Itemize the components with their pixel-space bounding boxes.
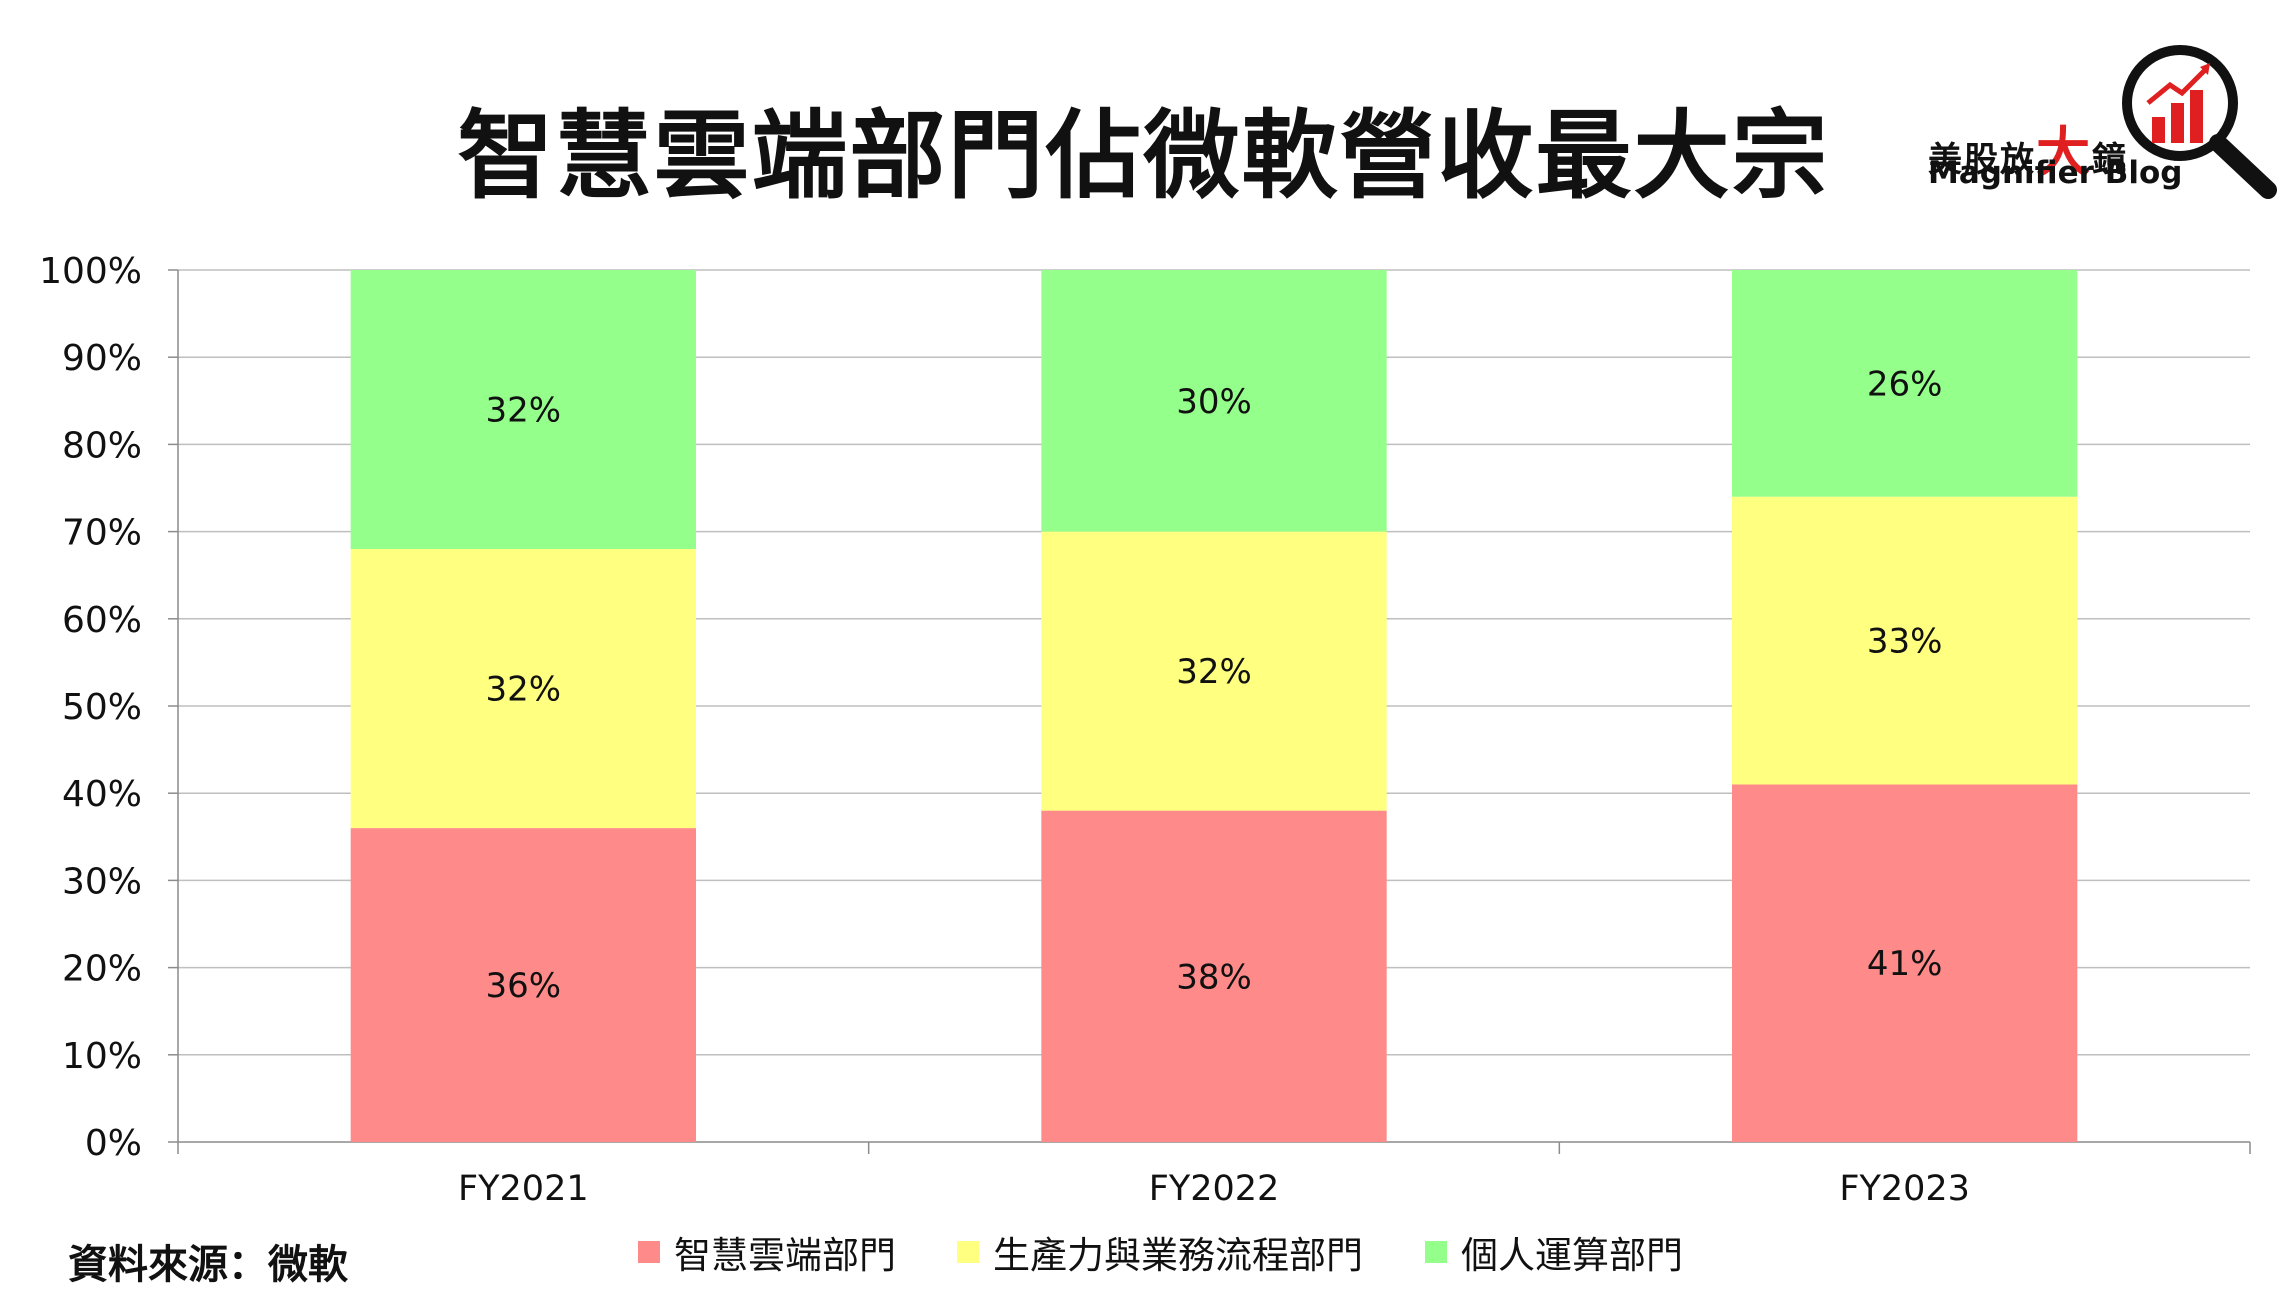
y-tick-label: 20% [62, 949, 142, 990]
y-tick-label: 40% [62, 774, 142, 815]
data-label: 32% [486, 391, 562, 431]
legend-item-cloud: 智慧雲端部門 [638, 1225, 896, 1279]
y-tick-label: 0% [85, 1123, 142, 1164]
y-tick-label: 100% [39, 251, 142, 292]
y-tick-label: 70% [62, 513, 142, 554]
x-tick-label: FY2022 [1149, 1169, 1280, 1209]
data-label: 33% [1867, 622, 1943, 662]
legend-item-personal: 個人運算部門 [1425, 1225, 1683, 1279]
magnifier-chart-icon [2122, 45, 2277, 199]
bar-segment [1041, 531, 1387, 811]
bar-segment [1041, 270, 1387, 532]
legend-item-productivity: 生產力與業務流程部門 [957, 1225, 1363, 1279]
brand-logo: 美股放大鏡 Magnifier Blog [1920, 30, 2280, 210]
bar-segment [350, 828, 696, 1142]
data-label: 26% [1867, 364, 1943, 404]
legend-swatch-cloud [638, 1241, 660, 1263]
bar-segment [1732, 784, 2078, 1142]
data-label: 30% [1176, 382, 1252, 422]
x-tick-label: FY2021 [458, 1169, 589, 1209]
y-tick-label: 30% [62, 861, 142, 902]
data-label: 32% [486, 670, 562, 710]
brand-cn-big: 大 [2036, 121, 2092, 184]
y-tick-label: 10% [62, 1036, 142, 1077]
x-tick-label: FY2023 [1839, 1169, 1970, 1209]
data-label: 36% [486, 966, 562, 1006]
legend-label-productivity: 生產力與業務流程部門 [993, 1234, 1363, 1277]
chart-title: 智慧雲端部門佔微軟營收最大宗 [457, 100, 1830, 212]
y-tick-label: 80% [62, 425, 142, 466]
legend-swatch-productivity [957, 1241, 979, 1263]
data-label: 38% [1176, 957, 1252, 997]
brand-cn-suffix: 鏡 [2092, 140, 2128, 180]
data-label: 32% [1176, 652, 1252, 692]
stacked-bar-chart: 0% 10% 20% 30% 40% 50% 60% 70% 80% 90% 100% 36% 32% 3… [39, 251, 2251, 1209]
y-tick-label: 50% [62, 687, 142, 728]
y-tick-label: 90% [62, 338, 142, 379]
source-note: 資料來源：微軟 [68, 1242, 348, 1288]
brand-name-en: Magnifier Blog [1928, 155, 2183, 191]
bar-segment [1732, 496, 2078, 785]
bar-segment [1041, 810, 1387, 1142]
bar-segment [350, 270, 696, 550]
data-label: 41% [1867, 944, 1943, 984]
legend-swatch-personal [1425, 1241, 1447, 1263]
bar-segment [1732, 270, 2078, 497]
brand-cn-prefix: 美股放 [1928, 140, 2036, 180]
bar-segment [350, 549, 696, 829]
legend: 智慧雲端部門 生產力與業務流程部門 個人運算部門 [0, 1225, 2287, 1285]
legend-label-personal: 個人運算部門 [1461, 1234, 1683, 1277]
y-tick-label: 60% [62, 600, 142, 641]
legend-label-cloud: 智慧雲端部門 [674, 1234, 896, 1277]
brand-name-cn: 美股放大鏡 [1928, 108, 2128, 187]
